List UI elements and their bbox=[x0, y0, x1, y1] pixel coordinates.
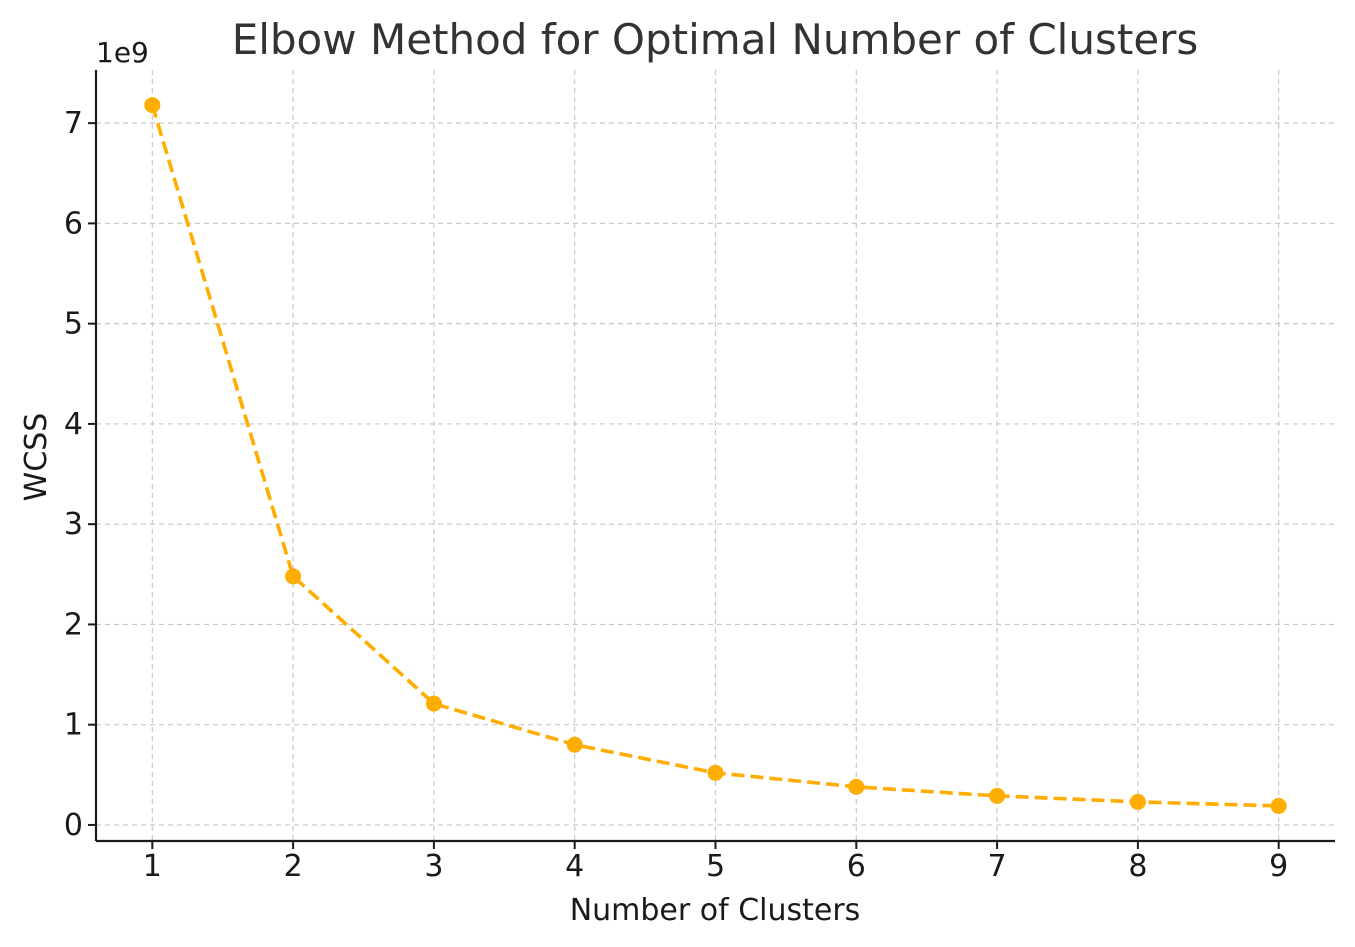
data-point bbox=[1129, 793, 1146, 810]
x-tick-label: 5 bbox=[706, 849, 725, 884]
data-point bbox=[989, 787, 1006, 804]
y-tick-label: 1 bbox=[64, 708, 83, 743]
x-tick-label: 8 bbox=[1128, 849, 1147, 884]
y-tick-label: 7 bbox=[64, 106, 83, 141]
x-tick-label: 9 bbox=[1269, 849, 1288, 884]
x-axis-title: Number of Clusters bbox=[570, 893, 861, 928]
x-tick-label: 4 bbox=[565, 849, 584, 884]
grid bbox=[96, 70, 1335, 841]
y-tick-label: 3 bbox=[64, 507, 83, 542]
series-wcss bbox=[144, 97, 1287, 814]
x-tick-label: 1 bbox=[143, 849, 162, 884]
y-axis-offset-label: 1e9 bbox=[96, 36, 149, 69]
axes bbox=[94, 70, 1335, 843]
chart-title: Elbow Method for Optimal Number of Clust… bbox=[232, 15, 1199, 64]
y-tick-label: 5 bbox=[64, 307, 83, 342]
y-axis-title: WCSS bbox=[19, 413, 54, 502]
data-point bbox=[848, 778, 865, 795]
y-tick-label: 6 bbox=[64, 206, 83, 241]
x-tick-label: 3 bbox=[424, 849, 443, 884]
data-point bbox=[1270, 797, 1287, 814]
x-tick-label: 7 bbox=[988, 849, 1007, 884]
x-tick-label: 6 bbox=[847, 849, 866, 884]
data-point bbox=[707, 764, 724, 781]
data-point bbox=[566, 736, 583, 753]
x-tick-label: 2 bbox=[284, 849, 303, 884]
ticks: 1 2 3 4 5 6 7 8 9 0 1 2 3 4 5 6 7 bbox=[64, 106, 1288, 884]
data-point bbox=[425, 695, 442, 712]
y-tick-label: 4 bbox=[64, 407, 83, 442]
y-tick-label: 0 bbox=[64, 808, 83, 843]
data-point bbox=[285, 568, 302, 585]
y-tick-label: 2 bbox=[64, 607, 83, 642]
data-point bbox=[144, 97, 161, 114]
